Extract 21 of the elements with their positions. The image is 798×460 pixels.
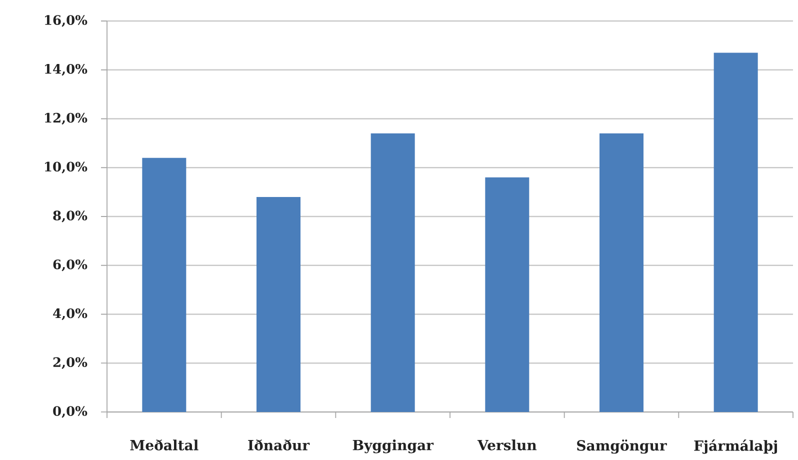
y-tick-label: 8,0% bbox=[53, 210, 88, 222]
y-tick-label: 4,0% bbox=[53, 308, 88, 320]
x-tick-label: Iðnaður bbox=[248, 440, 310, 450]
y-tick-label: 12,0% bbox=[45, 112, 88, 125]
y-tick-label: 0,0% bbox=[53, 406, 88, 418]
bar bbox=[485, 177, 530, 412]
x-tick-label: Samgöngur bbox=[577, 440, 667, 454]
x-tick-label: Byggingar bbox=[352, 440, 434, 454]
x-tick-label: Fjármálaþj bbox=[694, 440, 777, 454]
bar bbox=[256, 196, 301, 412]
y-tick-label: 10,0% bbox=[45, 162, 88, 174]
bar bbox=[714, 52, 758, 412]
y-tick-label: 16,0% bbox=[45, 15, 88, 27]
bar bbox=[142, 158, 186, 412]
x-tick-label: Verslun bbox=[477, 440, 537, 450]
y-tick-label: 14,0% bbox=[45, 64, 88, 76]
x-tick-label: Meðaltal bbox=[130, 440, 198, 450]
y-tick-label: 6,0% bbox=[53, 259, 88, 272]
y-tick-label: 2,0% bbox=[53, 357, 88, 370]
bar bbox=[600, 133, 644, 412]
bar bbox=[370, 133, 415, 412]
